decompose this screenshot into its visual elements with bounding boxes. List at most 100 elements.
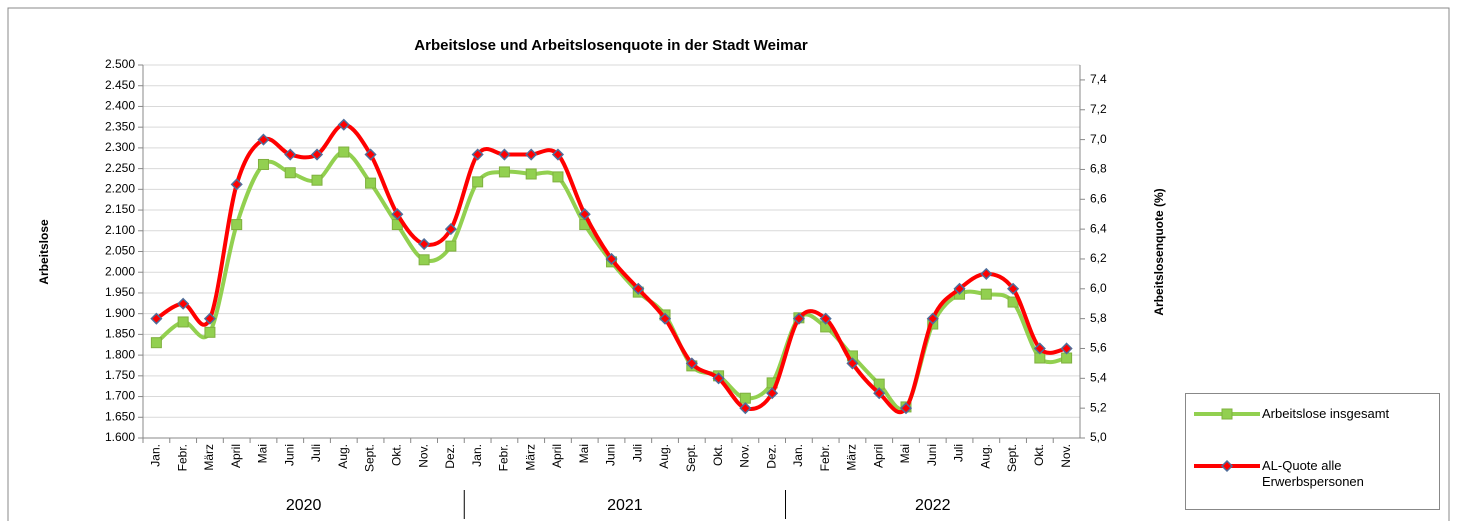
data-point (766, 387, 779, 400)
x-tick-label: Juni (282, 444, 296, 466)
legend-swatch (1194, 459, 1260, 473)
data-point (1033, 342, 1046, 355)
year-label: 2021 (607, 497, 643, 514)
y2-tick-label: 5,6 (1090, 341, 1107, 355)
data-point (284, 167, 296, 179)
y2-tick-label: 6,0 (1090, 281, 1107, 295)
x-tick-label: Nov. (1059, 444, 1073, 468)
y-tick-label: 2.250 (105, 161, 135, 175)
year-label: 2022 (915, 497, 951, 514)
x-tick-label: Juni (925, 444, 939, 466)
y-tick-label: 1.900 (105, 306, 135, 320)
data-point (498, 148, 511, 161)
data-point (471, 148, 484, 161)
data-point (177, 297, 190, 310)
data-point (525, 168, 537, 180)
legend-marker (1221, 408, 1233, 420)
year-label: 2020 (286, 497, 322, 514)
x-tick-label: Aug. (978, 444, 992, 469)
x-tick-label: März (202, 444, 216, 471)
x-tick-label: Febr. (175, 444, 189, 471)
data-point (1007, 282, 1020, 295)
x-tick-label: Aug. (336, 444, 350, 469)
data-point (204, 326, 216, 338)
data-point (980, 267, 993, 280)
legend-label: AL-Quote alle Erwerbspersonen (1262, 458, 1364, 489)
x-tick-label: Juli (630, 444, 644, 462)
legend-marker (1220, 459, 1234, 473)
data-point (953, 282, 966, 295)
y2-tick-label: 6,8 (1090, 162, 1107, 176)
y-tick-label: 2.350 (105, 119, 135, 133)
y-tick-label: 1.800 (105, 347, 135, 361)
y-tick-label: 2.400 (105, 99, 135, 113)
chart-border (7, 7, 1450, 521)
data-point (365, 177, 377, 189)
legend-label: Arbeitslose insgesamt (1262, 406, 1390, 421)
data-point (899, 402, 913, 415)
data-point (632, 282, 645, 295)
data-point (578, 208, 591, 221)
y-axis-title: Arbeitslose (37, 219, 51, 285)
data-point (203, 312, 216, 325)
x-tick-label: Juli (952, 444, 966, 462)
data-point (337, 118, 350, 131)
x-tick-label: April (229, 444, 243, 468)
data-point (231, 219, 243, 231)
y-tick-label: 1.750 (105, 368, 135, 382)
data-point (257, 133, 270, 146)
series-line (155, 122, 1067, 415)
x-tick-label: Febr. (497, 444, 511, 471)
x-tick-label: Sept. (363, 444, 377, 472)
x-tick-label: April (871, 444, 885, 468)
x-tick-label: Jan. (149, 444, 163, 467)
x-tick-label: März (845, 444, 859, 471)
data-point (150, 337, 162, 349)
data-point (551, 148, 565, 161)
y2-tick-label: 5,8 (1090, 311, 1107, 325)
data-point (792, 312, 805, 325)
x-tick-label: Mai (577, 444, 591, 463)
y2-tick-label: 6,6 (1090, 191, 1107, 205)
y2-tick-label: 7,4 (1090, 72, 1107, 86)
data-point (685, 357, 698, 370)
data-point (980, 288, 992, 300)
y-tick-label: 2.300 (105, 140, 135, 154)
y2-tick-label: 5,0 (1090, 430, 1107, 444)
y-tick-label: 2.000 (105, 264, 135, 278)
x-tick-label: März (523, 444, 537, 471)
data-point (739, 392, 751, 404)
data-point (338, 146, 350, 158)
x-tick-label: Okt. (390, 444, 404, 466)
y-tick-label: 2.150 (105, 202, 135, 216)
data-point (230, 178, 243, 191)
data-point (445, 240, 457, 252)
x-tick-label: Mai (898, 444, 912, 463)
y-tick-label: 2.450 (105, 78, 135, 92)
x-tick-label: Juni (604, 444, 618, 466)
y-tick-label: 2.100 (105, 223, 135, 237)
series-line (155, 150, 1067, 412)
chart-title: Arbeitslose und Arbeitslosenquote in der… (414, 37, 808, 54)
data-point (257, 158, 269, 170)
x-tick-label: Dez. (764, 444, 778, 469)
y-tick-label: 1.700 (105, 389, 135, 403)
y-tick-label: 1.650 (105, 409, 135, 423)
x-tick-label: Aug. (657, 444, 671, 469)
x-tick-label: Sept. (1005, 444, 1019, 472)
y-tick-label: 1.600 (105, 430, 135, 444)
x-tick-label: Juli (309, 444, 323, 462)
x-tick-label: Febr. (818, 444, 832, 471)
y2-tick-label: 6,4 (1090, 221, 1107, 235)
y2-tick-label: 6,2 (1090, 251, 1107, 265)
x-tick-label: Sept. (684, 444, 698, 472)
x-tick-label: April (550, 444, 564, 468)
data-point (525, 148, 538, 161)
data-point (150, 312, 163, 325)
y2-tick-label: 5,2 (1090, 400, 1107, 414)
data-point (739, 402, 752, 415)
y2-axis-title: Arbeitslosenquote (%) (1152, 188, 1166, 315)
data-point (311, 174, 323, 186)
